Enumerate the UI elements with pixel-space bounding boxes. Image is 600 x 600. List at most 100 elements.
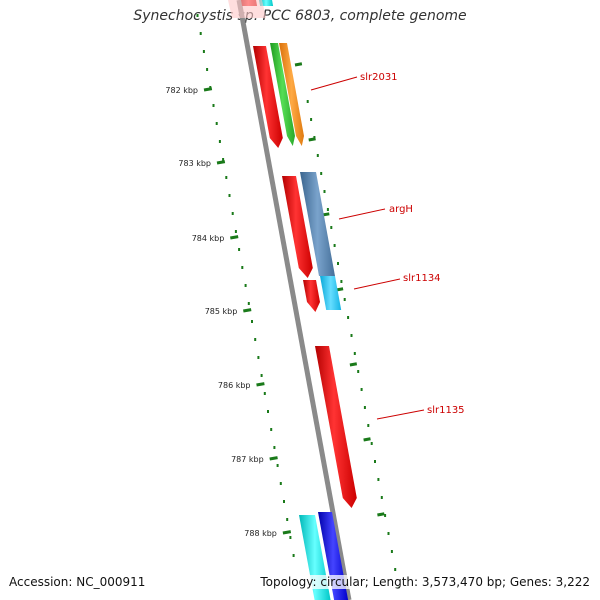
ruler-dot [330,226,333,229]
ruler-dot [241,266,244,269]
ruler-dot [276,464,279,467]
ruler-minor-tick [335,287,344,292]
backbone-line [236,0,352,600]
ruler-dot [333,244,336,247]
ruler-dot [212,104,215,107]
gene-cyan-slr1134 [320,276,342,310]
ruler-dot [323,190,326,193]
ruler-major-tick [203,87,213,92]
gene-red-slr2031-left [253,46,283,148]
ruler-dot [292,554,295,557]
gene-highlight-top [228,0,266,18]
ruler-dot [225,176,228,179]
gene-label: argH [389,204,413,215]
ruler-dot [283,500,285,503]
ruler-dot [199,32,202,35]
ruler-dot [347,316,350,319]
ruler-minor-tick [294,62,303,67]
gene-label-layer: slr2031 argH slr1134 slr1135 [310,72,465,420]
ruler-dot [320,172,323,175]
ruler-dot [350,334,353,337]
ruler-dot [367,424,370,427]
ruler-tick-label: 785 kbp [205,307,238,316]
ruler-dot [247,302,250,305]
ruler-dot [390,550,393,553]
ruler-tick-label: 786 kbp [218,381,251,390]
ruler-dot [234,230,237,233]
genome-summary-text: Topology: circular; Length: 3,573,470 bp… [260,575,590,589]
ruler-dot [360,388,363,391]
ruler-minor-tick [322,212,330,217]
ruler-dot [384,514,387,517]
gene-leader-line [376,409,425,420]
ruler-track: 782 kbp 783 kbp 784 kbp 785 kbp 786 kbp 787 k… [165,14,400,589]
ruler-tick-label: 783 kbp [178,159,211,168]
ruler-tick-label: 784 kbp [192,234,225,243]
ruler-minor-tick [349,362,358,367]
ruler-dot [357,370,360,373]
map-title: Synechocystis sp. PCC 6803, complete gen… [133,8,467,24]
gene-leader-line [353,278,401,290]
ruler-tick-label: 787 kbp [231,455,264,464]
ruler-dot [202,50,205,53]
accession-text: Accession: NC_000911 [9,575,146,589]
ruler-dot [218,140,221,143]
ruler-dot [353,352,356,355]
ruler-dot [251,320,253,323]
ruler-dot [289,536,292,539]
ruler-dot [306,100,309,103]
ruler-dot [340,280,343,283]
ruler-minor-tick [363,437,371,442]
ruler-minor-tick [377,512,385,517]
ruler-dot [363,406,366,409]
ruler-dot [228,194,231,197]
ruler-dot [267,410,269,413]
ruler-dot [326,208,329,211]
ruler-dot [310,118,313,121]
gene-red-slr1134-left [303,280,320,312]
gene-red-argH-left [282,176,313,278]
ruler-dot [222,158,225,161]
gene-green [270,43,295,146]
gene-orange-slr2031 [279,43,304,146]
ruler-dot [337,262,339,265]
ruler-tick-label: 782 kbp [165,86,198,95]
ruler-major-tick [256,382,265,387]
ruler-dot [374,460,376,463]
ruler-major-tick [230,235,239,240]
gene-steel-argH [300,172,335,276]
genome-backbone [236,0,352,600]
gene-leader-line [310,76,358,91]
ruler-major-tick [243,308,252,313]
ruler-dot [206,68,209,71]
ruler-minor-tick [308,137,316,142]
ruler-tick-label: 788 kbp [244,529,277,538]
ruler-dot [343,298,346,301]
ruler-dot [273,446,276,449]
ruler-dot [260,374,263,377]
ruler-dot [270,428,273,431]
ruler-dot [231,212,234,215]
ruler-major-tick [216,160,226,165]
ruler-dot [257,356,260,359]
ruler-dot [316,154,319,157]
ruler-dot [254,338,257,341]
gene-leader-line [338,208,386,220]
ruler-dot [370,442,373,445]
ruler-major-tick [282,530,292,535]
gene-label: slr1135 [427,405,465,416]
ruler-major-tick [269,456,278,461]
gene-label: slr1134 [403,273,441,284]
ruler-dot [263,392,266,395]
gene-features [228,0,357,600]
ruler-dot [286,518,289,521]
ruler-dot [244,284,247,287]
ruler-dot [387,532,390,535]
ruler-dot [377,478,380,481]
gene-red-slr1135 [315,346,357,508]
ruler-dot [380,496,383,499]
ruler-dot [394,568,397,571]
ruler-dot [196,14,199,17]
gene-label: slr2031 [360,72,398,83]
